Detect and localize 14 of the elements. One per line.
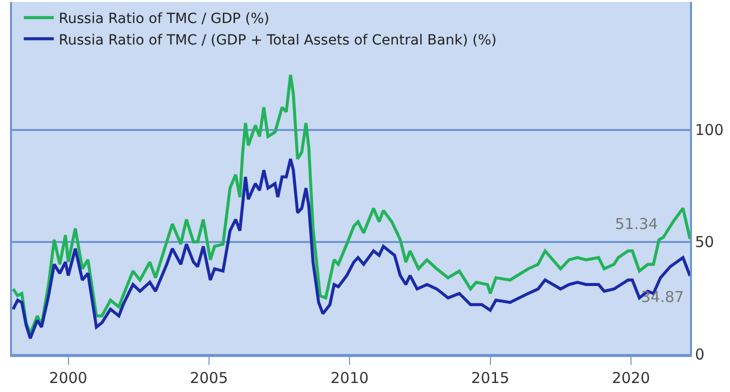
line-series — [12, 73, 690, 336]
legend-label: Russia Ratio of TMC / GDP (%) — [58, 11, 270, 28]
y-tick-label: 0 — [695, 345, 705, 364]
y-tick-label: 50 — [695, 233, 714, 252]
y-tick-label: 100 — [695, 121, 724, 140]
x-tick-label: 2010 — [330, 369, 369, 387]
annotation: 51.34 — [615, 215, 658, 233]
x-tick-label: 2000 — [49, 369, 88, 387]
x-tick-label: 2020 — [612, 369, 650, 387]
line-series — [12, 157, 690, 340]
annotation: 34.87 — [641, 288, 684, 306]
x-tick-label: 2015 — [471, 369, 510, 387]
legend-label: Russia Ratio of TMC / (GDP + Total Assets of Central Bank) (%) — [58, 32, 497, 48]
x-tick-label: 2005 — [190, 369, 228, 387]
